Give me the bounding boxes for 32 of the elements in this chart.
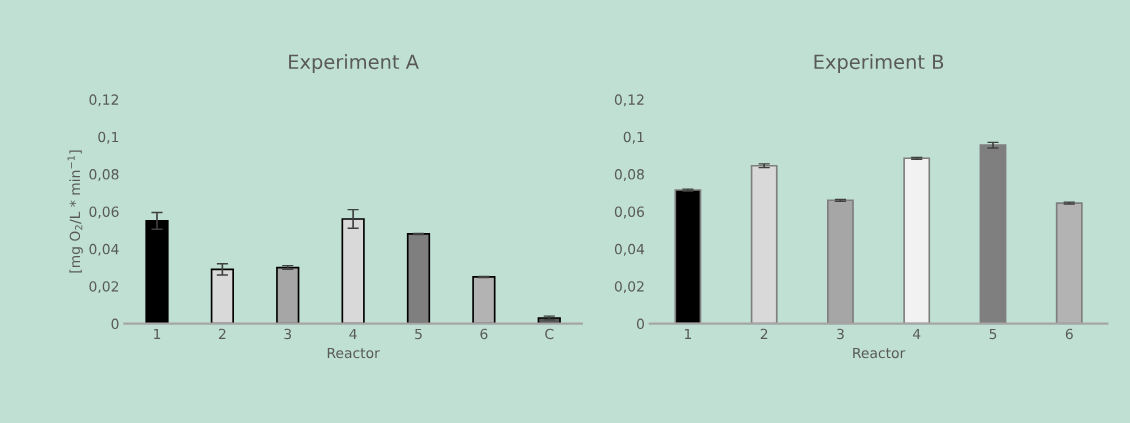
y-tick-label: 0,12 — [614, 94, 644, 107]
y-tick-label: 0,06 — [89, 206, 119, 219]
x-axis-title: Reactor — [327, 347, 380, 359]
x-tick-label: 5 — [415, 328, 422, 340]
y-tick-label: 0,06 — [614, 206, 645, 219]
x-tick-label: 2 — [218, 328, 226, 340]
x-axis-title: Reactor — [853, 347, 906, 359]
y-tick-label: 0,02 — [614, 281, 644, 294]
y-tick-label: 0,12 — [89, 94, 119, 107]
chart-title: Experiment B — [814, 54, 944, 73]
x-tick-label: 2 — [760, 328, 768, 340]
y-tick-label: 0,04 — [89, 243, 119, 256]
y-tick-label: 0 — [111, 318, 119, 330]
y-tick-label: 0,04 — [614, 243, 645, 256]
x-tick-label: 3 — [284, 328, 292, 340]
y-tick-label: 0,1 — [98, 131, 119, 144]
x-tick-label: C — [545, 328, 554, 340]
x-tick-label: 1 — [154, 328, 161, 340]
x-tick-label: 5 — [989, 328, 997, 340]
y-tick-label: 0,1 — [623, 131, 644, 144]
y-axis-title: [mg O$_{2}$/L * min$^{−1}$] — [67, 150, 83, 273]
x-tick-label: 4 — [349, 328, 357, 340]
x-tick-label: 1 — [684, 328, 692, 340]
y-tick-label: 0,02 — [89, 281, 119, 294]
x-tick-label: 6 — [480, 328, 488, 340]
chart-title: Experiment A — [289, 54, 419, 73]
x-tick-label: 3 — [837, 328, 844, 340]
x-tick-label: 4 — [912, 328, 921, 340]
y-tick-label: 0,08 — [89, 169, 119, 182]
x-tick-label: 6 — [1065, 328, 1073, 340]
y-tick-label: 0,08 — [614, 169, 644, 182]
y-tick-label: 0 — [636, 318, 644, 330]
